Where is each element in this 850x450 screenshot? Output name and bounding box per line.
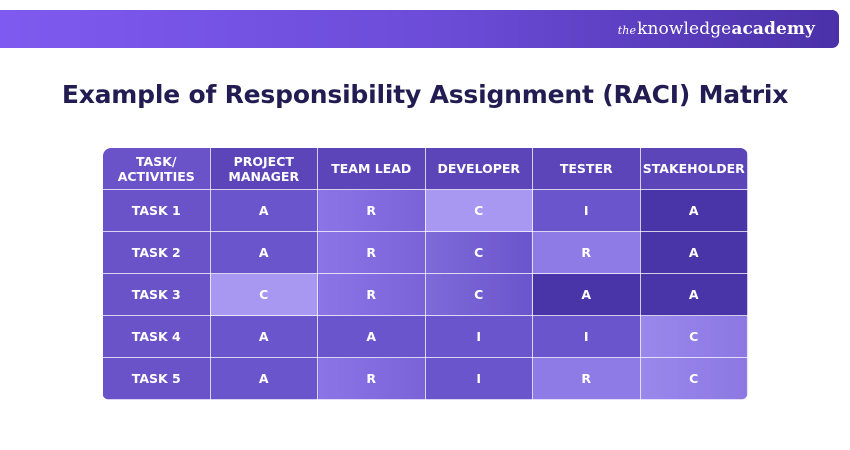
raci-matrix-table: TASK/ ACTIVITIES PROJECT MANAGER TEAM LE… xyxy=(102,147,748,400)
raci-cell: C xyxy=(424,273,533,316)
brand-logo[interactable]: theknowledgeacademy xyxy=(618,19,815,41)
raci-cell: A xyxy=(209,189,318,232)
table-row: TASK 4 A A I I C xyxy=(102,315,748,358)
table-row: TASK 2 A R C R A xyxy=(102,231,748,274)
table-row: TASK 5 A R I R C xyxy=(102,357,748,400)
raci-cell: R xyxy=(317,189,426,232)
header-banner: theknowledgeacademy xyxy=(0,10,839,48)
raci-cell: C xyxy=(639,357,748,400)
task-cell: TASK 1 xyxy=(102,189,211,232)
raci-cell: R xyxy=(532,357,641,400)
brand-name-strong: academy xyxy=(731,19,815,39)
raci-cell: I xyxy=(424,315,533,358)
raci-cell: C xyxy=(424,189,533,232)
raci-cell: R xyxy=(317,357,426,400)
raci-cell: C xyxy=(639,315,748,358)
brand-prefix: the xyxy=(617,24,637,37)
raci-cell: C xyxy=(424,231,533,274)
task-cell: TASK 3 xyxy=(102,273,211,316)
raci-cell: A xyxy=(209,231,318,274)
task-cell: TASK 2 xyxy=(102,231,211,274)
raci-cell: I xyxy=(424,357,533,400)
raci-cell: A xyxy=(639,189,748,232)
raci-cell: R xyxy=(317,273,426,316)
task-cell: TASK 5 xyxy=(102,357,211,400)
column-header-developer: DEVELOPER xyxy=(424,147,533,190)
raci-cell: C xyxy=(209,273,318,316)
raci-cell: R xyxy=(317,231,426,274)
column-header-task: TASK/ ACTIVITIES xyxy=(102,147,211,190)
table-header-row: TASK/ ACTIVITIES PROJECT MANAGER TEAM LE… xyxy=(102,147,748,190)
table-row: TASK 3 C R C A A xyxy=(102,273,748,316)
column-header-project-manager: PROJECT MANAGER xyxy=(209,147,318,190)
raci-cell: A xyxy=(317,315,426,358)
raci-cell: A xyxy=(639,231,748,274)
table-row: TASK 1 A R C I A xyxy=(102,189,748,232)
raci-cell: A xyxy=(532,273,641,316)
brand-name: knowledge xyxy=(637,19,732,39)
raci-cell: R xyxy=(532,231,641,274)
task-cell: TASK 4 xyxy=(102,315,211,358)
column-header-tester: TESTER xyxy=(532,147,641,190)
raci-cell: A xyxy=(209,315,318,358)
column-header-stakeholder: STAKEHOLDER xyxy=(639,147,748,190)
raci-cell: A xyxy=(209,357,318,400)
raci-cell: I xyxy=(532,189,641,232)
page-title: Example of Responsibility Assignment (RA… xyxy=(61,80,789,109)
raci-cell: I xyxy=(532,315,641,358)
column-header-team-lead: TEAM LEAD xyxy=(317,147,426,190)
raci-cell: A xyxy=(639,273,748,316)
